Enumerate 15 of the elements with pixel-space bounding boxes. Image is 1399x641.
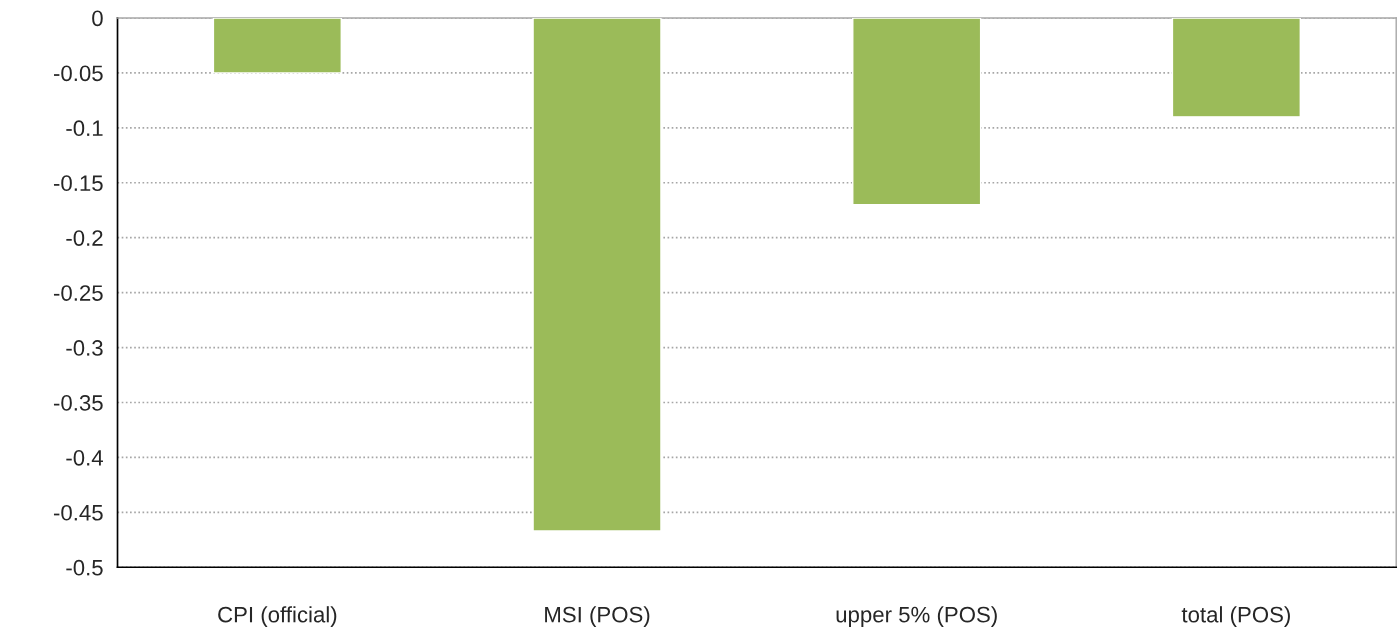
y-tick-label: -0.4 (66, 449, 103, 466)
x-tick-label: CPI (official) (218, 606, 337, 627)
y-tick-label: -0.25 (53, 285, 103, 301)
x-tick-label: MSI (POS) (545, 606, 650, 627)
y-tick-label: -0.45 (53, 504, 103, 521)
y-tick-label: -0.05 (53, 65, 103, 82)
y-tick-label: -0.35 (53, 395, 103, 411)
y-tick-label: 0 (92, 10, 103, 27)
x-tick-label: total (POS) (1181, 606, 1290, 627)
y-tick-label: -0.1 (66, 120, 103, 137)
y-tick-label: -0.15 (53, 175, 103, 192)
y-tick-label: -0.5 (66, 559, 103, 576)
x-tick-label: upper 5% (POS) (836, 606, 997, 627)
y-tick-label: -0.2 (66, 230, 103, 246)
y-tick-label: -0.3 (66, 340, 103, 356)
